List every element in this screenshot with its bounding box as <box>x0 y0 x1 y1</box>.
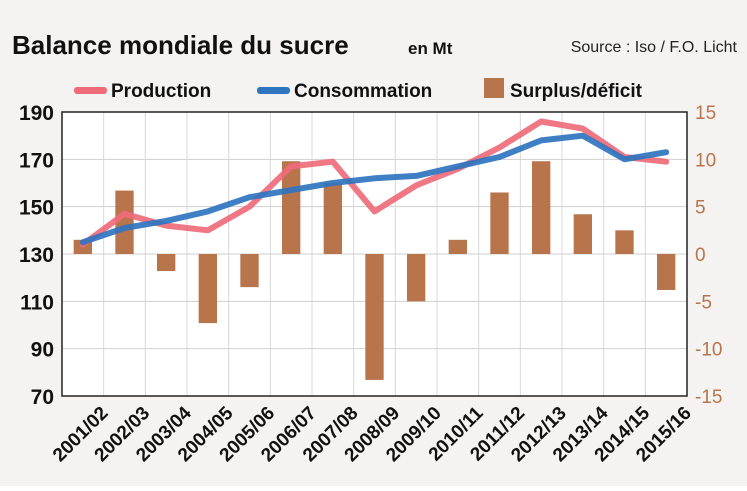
bar <box>198 254 217 324</box>
y-right-tick-label: -10 <box>695 340 722 361</box>
y-left-tick-label: 170 <box>19 149 54 172</box>
chart-title: Balance mondiale du sucre <box>12 30 349 60</box>
legend-label-consommation: Consommation <box>294 81 432 102</box>
legend: Production Consommation Surplus/déficit <box>74 78 643 102</box>
bar <box>657 254 676 290</box>
legend-label-production: Production <box>111 81 211 102</box>
chart-title-unit: en Mt <box>408 39 453 58</box>
chart-source: Source : Iso / F.O. Licht <box>571 39 738 56</box>
y-left-tick-label: 150 <box>19 197 54 220</box>
y-right-tick-label: 10 <box>695 150 716 171</box>
bars <box>73 161 676 380</box>
bar <box>157 254 176 272</box>
y-right-tick-label: 15 <box>695 103 716 124</box>
bar <box>115 190 134 254</box>
y-right-tick-label: -15 <box>695 387 722 408</box>
bar <box>532 161 551 254</box>
bar <box>240 254 259 288</box>
bar <box>365 254 384 380</box>
bar <box>282 161 301 254</box>
y-left-tick-label: 190 <box>19 102 54 125</box>
y-left-tick-label: 90 <box>31 339 54 362</box>
y-right-tick-label: 5 <box>695 198 706 219</box>
y-right-tick-label: 0 <box>695 245 706 266</box>
y-left-tick-label: 130 <box>19 244 54 267</box>
bar <box>448 239 467 254</box>
legend-label-surplus: Surplus/déficit <box>510 81 643 102</box>
lines <box>79 118 670 248</box>
bar <box>573 214 592 254</box>
legend-swatch-production <box>74 87 107 94</box>
bar <box>490 192 509 254</box>
plot-frame <box>61 111 688 397</box>
bar <box>615 230 634 254</box>
y-right-tick-label: -5 <box>695 292 712 313</box>
legend-swatch-consommation <box>257 87 290 94</box>
y-left-tick-label: 70 <box>31 386 54 409</box>
line-production <box>79 118 670 248</box>
legend-swatch-surplus <box>484 78 504 98</box>
y-left-tick-label: 110 <box>20 291 54 314</box>
bar <box>323 183 342 254</box>
bar <box>407 254 426 302</box>
line-consommation <box>79 132 670 246</box>
